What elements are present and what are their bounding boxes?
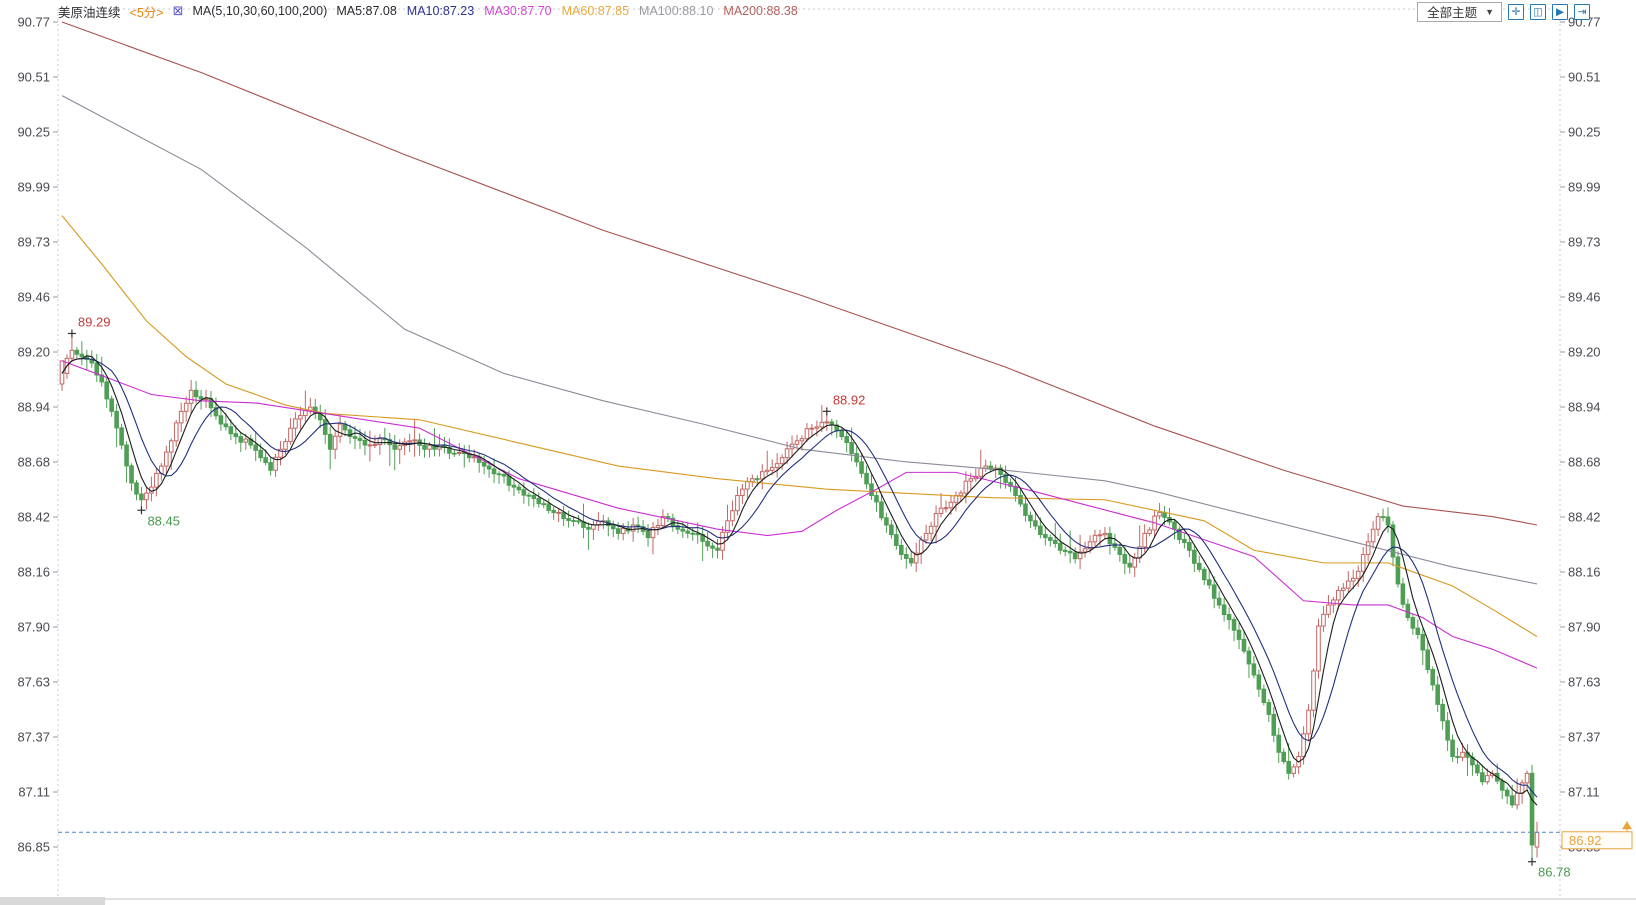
bottom-status-stub: [0, 897, 105, 905]
chart-legend: 美原油连续 <5分> ⊠ MA(5,10,30,60,100,200) MA5:…: [58, 2, 798, 20]
ma-value-label: MA200:88.38: [723, 4, 798, 18]
ma-line-ma10: [61, 358, 1538, 798]
y-tick-label: 87.63: [1568, 675, 1601, 690]
y-tick-label: 89.46: [17, 290, 50, 305]
extreme-annotations: 89.29 88.45 88.92 86.78: [67, 314, 1571, 880]
symbol-label: 美原油连续: [58, 5, 121, 20]
y-tick-label: 90.25: [1568, 125, 1601, 140]
ma-line-ma60: [61, 215, 1538, 638]
y-tick-label: 88.94: [17, 400, 50, 415]
ma-line-ma30: [61, 360, 1538, 669]
y-axis-left[interactable]: 90.77 90.51 90.25 89.99 89.73 89.46 89.20 88.94…: [17, 15, 58, 855]
high-price-label: 88.92: [833, 392, 866, 407]
ma-line-ma5: [61, 355, 1538, 806]
last-price-label-box: [1561, 831, 1633, 850]
ma-value-label: MA10:87.23: [406, 4, 475, 18]
y-tick-label: 87.90: [17, 620, 50, 635]
zoom-region-button[interactable]: ◫: [1530, 4, 1546, 20]
y-tick-label: 87.11: [1568, 785, 1600, 800]
y-tick-label: 89.99: [17, 180, 50, 195]
low-price-label: 86.78: [1538, 865, 1571, 880]
last-price-marker: 86.92: [58, 821, 1633, 850]
ma-group-label: MA(5,10,30,60,100,200): [192, 4, 328, 18]
y-tick-label: 89.73: [17, 235, 50, 250]
y-tick-label: 87.11: [18, 785, 50, 800]
plot-frame: [0, 8, 1636, 900]
ma-value-label: MA5:87.08: [336, 4, 397, 18]
ma-value-label: MA60:87.85: [561, 4, 630, 18]
last-price-label: 86.92: [1569, 833, 1602, 848]
y-tick-label: 87.90: [1568, 620, 1601, 635]
ma-value-label: MA100:88.10: [639, 4, 714, 18]
y-tick-label: 88.68: [17, 455, 50, 470]
ma-values: MA5:87.08 MA10:87.23 MA30:87.70 MA60:87.85 M…: [336, 4, 797, 18]
y-tick-label: 89.73: [1568, 235, 1601, 250]
y-tick-label: 89.99: [1568, 180, 1601, 195]
pan-tool-button[interactable]: ✛: [1508, 4, 1524, 20]
y-tick-label: 89.46: [1568, 290, 1601, 305]
y-tick-label: 88.42: [17, 510, 50, 525]
y-tick-label: 88.68: [1568, 455, 1601, 470]
y-tick-label: 88.16: [1568, 565, 1601, 580]
y-tick-label: 87.37: [1568, 730, 1601, 745]
candlestick-series: [59, 333, 1540, 862]
chart-toolbar: 全部主题 ▼ ✛ ◫ ▶ ⇥: [1417, 2, 1590, 22]
y-axis-right[interactable]: 90.7790.5190.2589.9989.7389.4689.2088.94…: [1560, 15, 1601, 855]
low-price-label: 88.45: [147, 513, 180, 528]
scroll-right-button[interactable]: ▶: [1552, 4, 1568, 20]
y-tick-label: 88.94: [1568, 400, 1601, 415]
y-tick-label: 90.51: [1568, 70, 1601, 85]
caret-down-icon: ▼: [1485, 6, 1494, 17]
ma-settings-icon[interactable]: ⊠: [172, 3, 184, 18]
y-tick-label: 88.16: [17, 565, 50, 580]
ma-value-label: MA30:87.70: [484, 4, 552, 18]
y-tick-label: 90.51: [17, 70, 50, 85]
ma-line-ma200: [61, 21, 1538, 526]
y-tick-label: 89.20: [17, 345, 50, 360]
y-tick-label: 89.20: [1568, 345, 1601, 360]
y-tick-label: 87.37: [17, 730, 50, 745]
y-tick-label: 90.77: [17, 15, 50, 30]
y-tick-label: 88.42: [1568, 510, 1601, 525]
high-price-label: 89.29: [78, 314, 111, 329]
y-tick-label: 86.85: [17, 840, 50, 855]
period-label: <5分>: [129, 5, 164, 20]
theme-dropdown-label: 全部主题: [1427, 6, 1478, 20]
ma-line-ma100: [61, 95, 1538, 585]
y-tick-label: 87.63: [17, 675, 50, 690]
theme-dropdown[interactable]: 全部主题 ▼: [1417, 2, 1502, 22]
y-tick-label: 90.25: [17, 125, 50, 140]
jump-to-latest-button[interactable]: ⇥: [1574, 4, 1590, 20]
